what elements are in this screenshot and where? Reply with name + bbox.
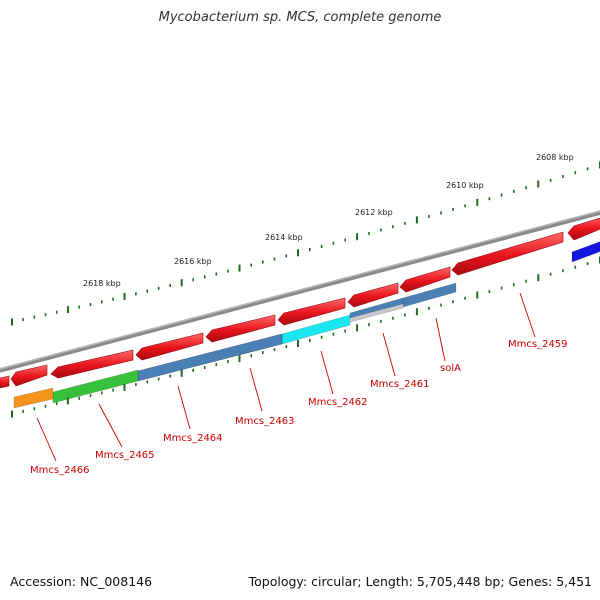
- leader-line: [382, 332, 396, 377]
- gene-label-mmcs-2459[interactable]: Mmcs_2459: [508, 339, 568, 350]
- feature-segment[interactable]: [13, 387, 54, 409]
- feature-segment[interactable]: [137, 333, 283, 382]
- genome-backbone-highlight: [0, 210, 600, 370]
- map-title: Mycobacterium sp. MCS, complete genome: [158, 10, 442, 25]
- leader-line: [98, 403, 123, 448]
- leader-line: [177, 385, 191, 430]
- cds-arrow[interactable]: [0, 375, 10, 389]
- feature-segment[interactable]: [52, 369, 139, 404]
- cds-arrow[interactable]: [347, 282, 399, 308]
- feature-segment-grey: [350, 304, 403, 322]
- genome-backbone: [0, 210, 600, 373]
- cds-arrow[interactable]: [277, 297, 346, 326]
- scale-ticks-outer: [11, 161, 600, 326]
- scale-label-2618: 2618 kbp: [83, 279, 121, 288]
- gene-label-mmcs-2462[interactable]: Mmcs_2462: [308, 397, 368, 408]
- cds-arrow[interactable]: [205, 314, 276, 343]
- gene-label-mmcs-2465[interactable]: Mmcs_2465: [95, 450, 155, 461]
- gene-label-mmcs-2461[interactable]: Mmcs_2461: [370, 379, 430, 390]
- gene-label-mmcs-2463[interactable]: Mmcs_2463: [235, 416, 295, 427]
- genome-summary: Topology: circular; Length: 5,705,448 bp…: [248, 574, 592, 589]
- gene-label-mmcs-2466[interactable]: Mmcs_2466: [30, 465, 90, 476]
- accession-label: Accession: NC_008146: [10, 574, 153, 589]
- scale-ticks-inner: [11, 256, 600, 418]
- scale-label-2616: 2616 kbp: [174, 257, 212, 266]
- feature-segment[interactable]: [571, 238, 600, 263]
- leader-line: [435, 317, 446, 362]
- cds-arrow[interactable]: [10, 364, 48, 387]
- cds-track-top: [0, 215, 600, 389]
- cds-arrow[interactable]: [135, 332, 204, 361]
- cds-arrow[interactable]: [567, 215, 600, 241]
- cds-arrow[interactable]: [451, 231, 564, 276]
- gene-label-mmcs-2464[interactable]: Mmcs_2464: [163, 433, 223, 444]
- leader-line: [36, 417, 57, 462]
- scale-label-2608: 2608 kbp: [536, 153, 574, 162]
- gene-label-sola[interactable]: solA: [440, 363, 461, 374]
- scale-label-2610: 2610 kbp: [446, 181, 484, 190]
- gene-leader-lines: [36, 292, 536, 462]
- leader-line: [519, 292, 536, 338]
- feature-track: [13, 238, 600, 409]
- scale-labels: 2608 kbp 2610 kbp 2612 kbp 2614 kbp 2616…: [83, 153, 574, 288]
- scale-label-2612: 2612 kbp: [355, 208, 393, 217]
- cds-arrow[interactable]: [50, 349, 134, 379]
- scale-label-2614: 2614 kbp: [265, 233, 303, 242]
- gene-labels: Mmcs_2459 solA Mmcs_2461 Mmcs_2462 Mmcs_…: [30, 339, 568, 476]
- leader-line: [249, 367, 263, 412]
- cds-arrow[interactable]: [399, 266, 451, 293]
- leader-line: [320, 350, 334, 395]
